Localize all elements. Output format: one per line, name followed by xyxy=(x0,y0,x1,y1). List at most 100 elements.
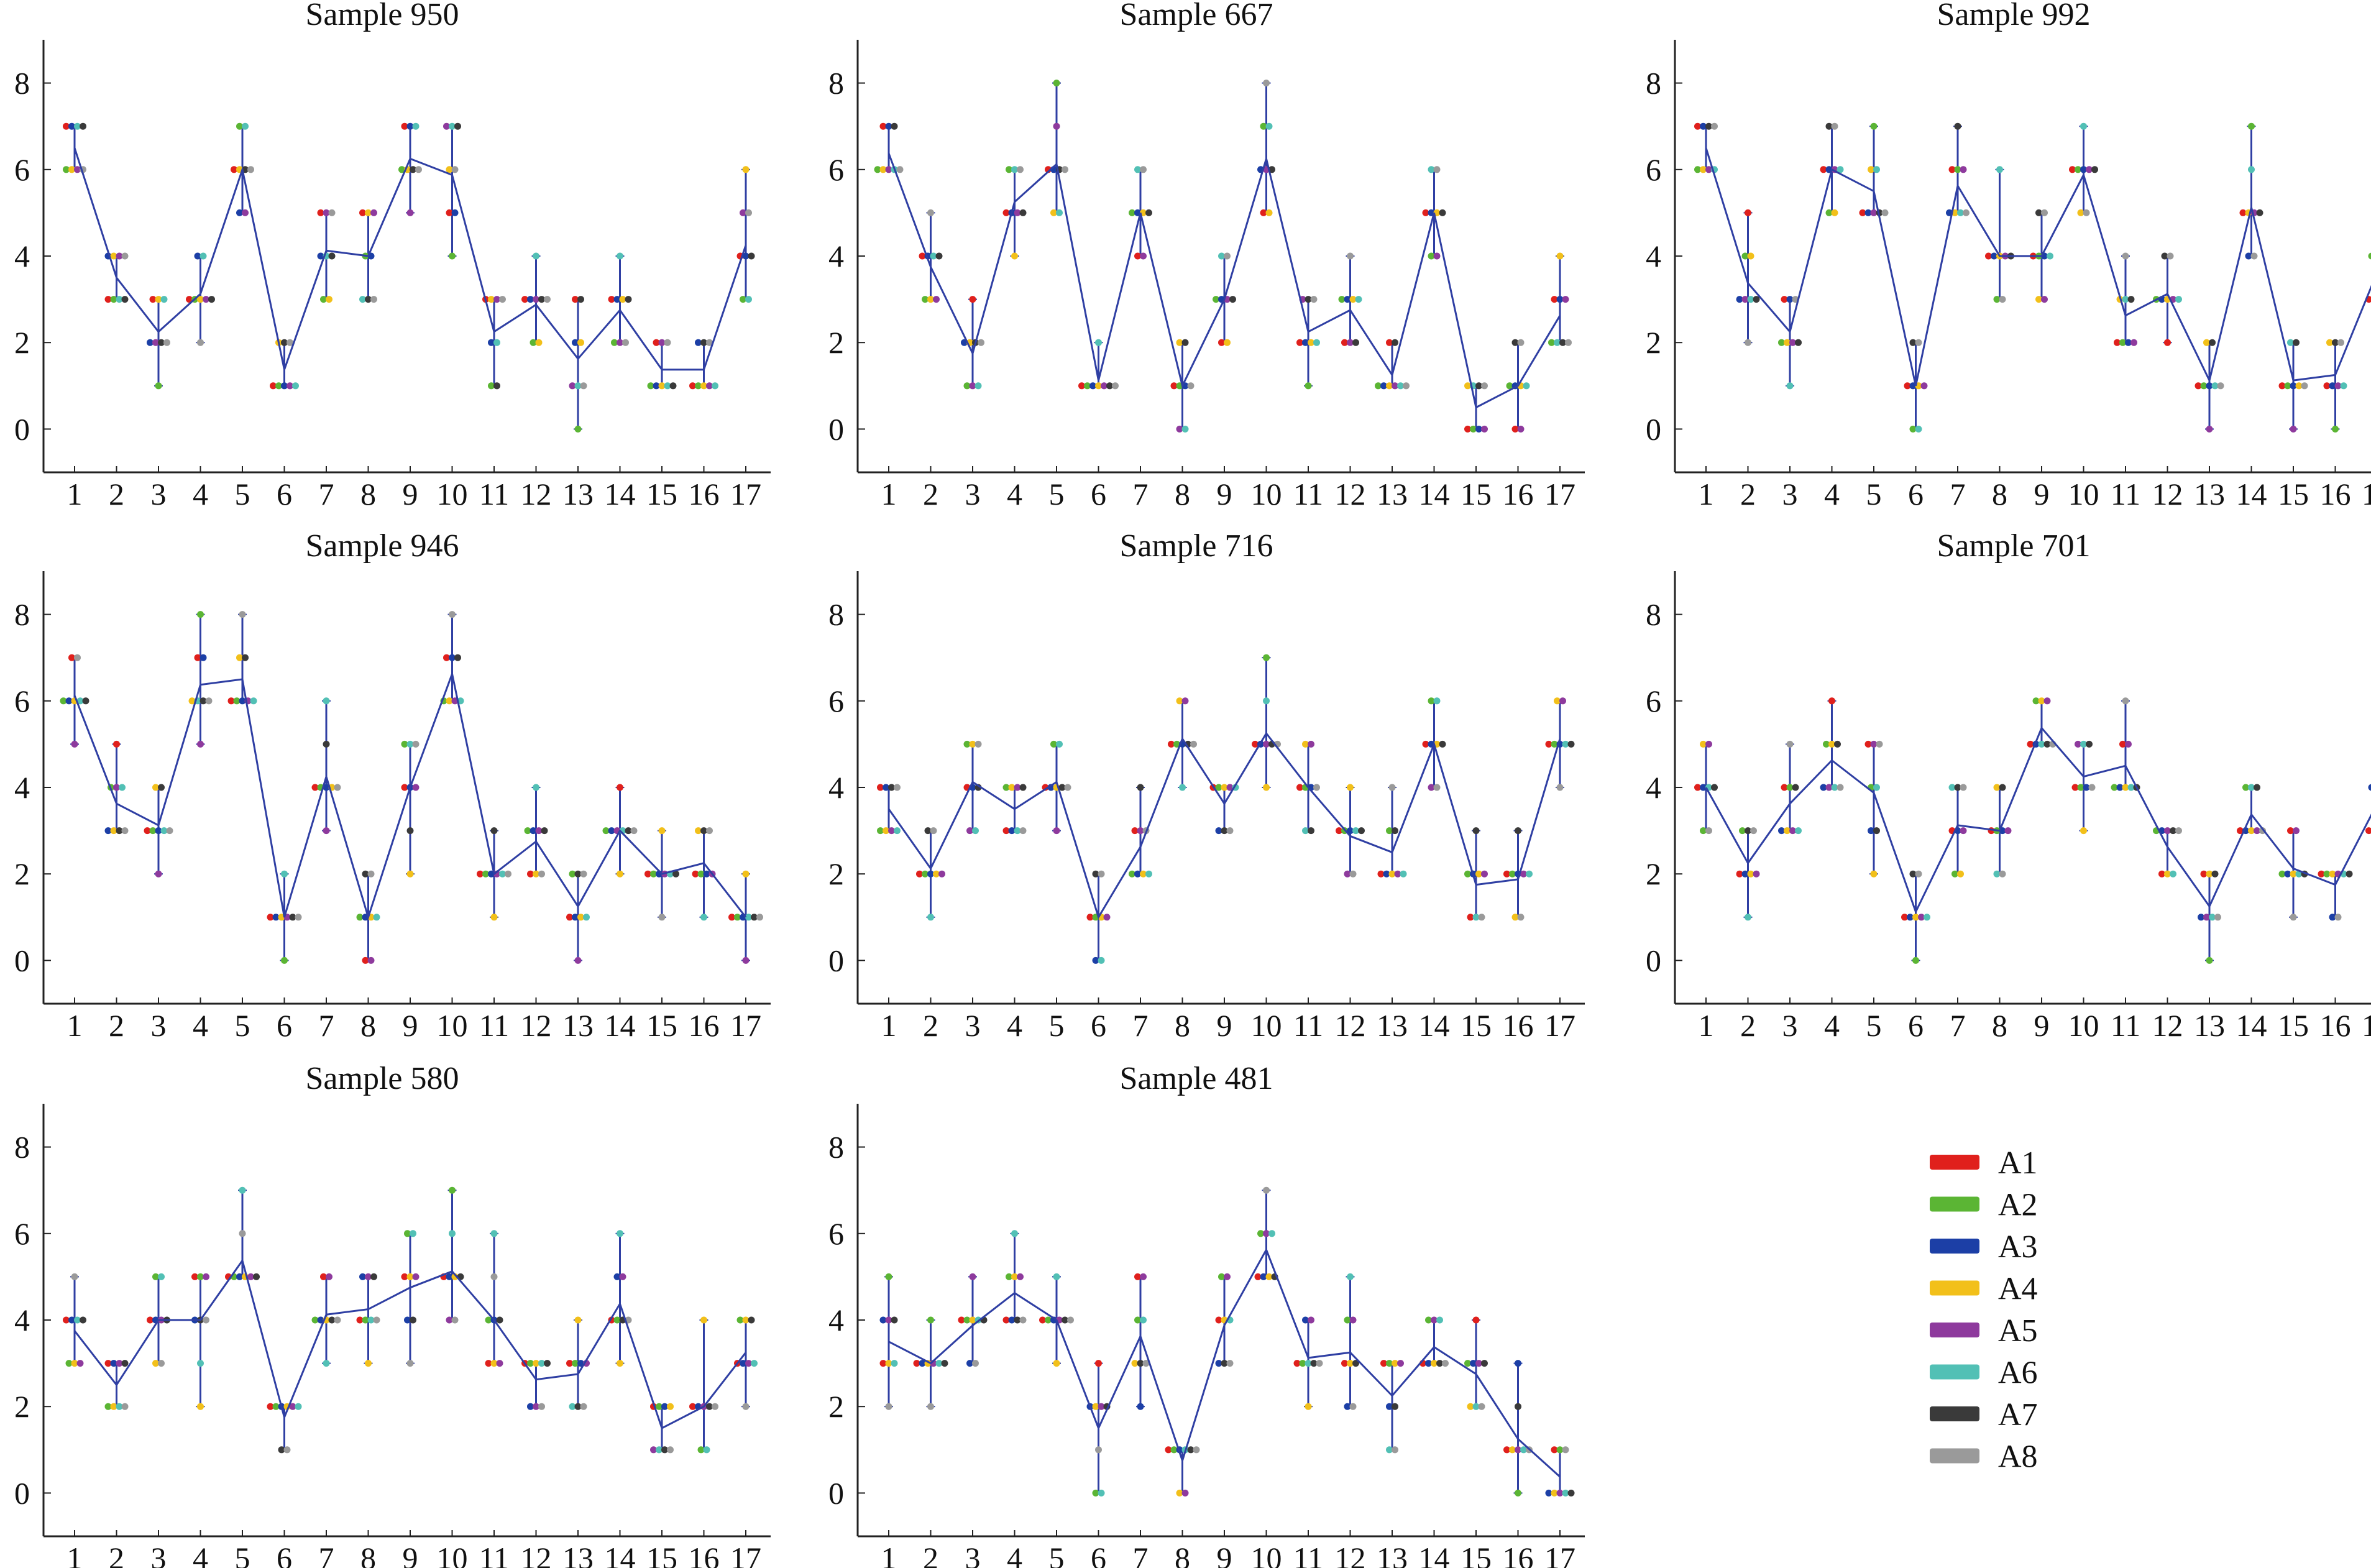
rating-dot-a2 xyxy=(527,1360,534,1367)
rating-dot-a1 xyxy=(194,654,201,661)
rating-dot-a7 xyxy=(1019,209,1027,216)
rating-dot-a7 xyxy=(1436,1360,1443,1367)
rating-dot-a1 xyxy=(692,870,699,878)
rating-dot-a4 xyxy=(2290,870,2297,878)
rating-dot-a3 xyxy=(613,296,621,303)
rating-dot-a8 xyxy=(1019,827,1027,835)
rating-dot-a1 xyxy=(572,296,579,303)
rating-dot-a1 xyxy=(521,296,528,303)
rating-dot-a7 xyxy=(2043,740,2051,748)
rating-dot-a1 xyxy=(1296,339,1303,346)
rating-dot-a4 xyxy=(1221,784,1228,791)
rating-dot-a8 xyxy=(1226,1360,1234,1367)
rating-dot-a3 xyxy=(281,382,288,390)
legend-label-a6: A6 xyxy=(1998,1355,2038,1391)
x-tick-label: 13 xyxy=(562,1008,594,1043)
rating-dot-a5 xyxy=(938,870,945,878)
y-tick-label: 4 xyxy=(14,239,30,273)
rating-dot-a3 xyxy=(740,1360,746,1367)
x-tick-label: 13 xyxy=(562,477,594,511)
rating-dot-a1 xyxy=(2119,740,2126,748)
x-tick-label: 7 xyxy=(1133,1008,1149,1043)
rating-dot-a2 xyxy=(2200,382,2208,390)
rating-dot-a8 xyxy=(1142,1360,1150,1367)
rating-dot-a3 xyxy=(1008,1316,1016,1324)
legend-label-a5: A5 xyxy=(1998,1313,2038,1349)
rating-dot-a3 xyxy=(1302,1316,1309,1324)
rating-dot-a3 xyxy=(2284,870,2291,878)
x-tick-label: 8 xyxy=(1175,1008,1190,1043)
rating-dot-a6 xyxy=(975,382,982,390)
rating-dot-a5 xyxy=(969,1273,976,1280)
rating-dot-a8 xyxy=(1349,870,1357,878)
rating-dot-a6 xyxy=(2248,166,2255,173)
rating-dot-a8 xyxy=(1433,166,1441,173)
rating-dot-a6 xyxy=(1428,166,1435,173)
x-tick-label: 2 xyxy=(923,1008,938,1043)
rating-dot-a1 xyxy=(2194,382,2202,390)
rating-dot-a6 xyxy=(1948,784,1956,791)
rating-dot-a6 xyxy=(1179,784,1186,791)
rating-dot-a5 xyxy=(574,956,582,964)
rating-dot-a4 xyxy=(155,296,162,303)
rating-dot-a2 xyxy=(1951,870,1958,878)
rating-dot-a2 xyxy=(2206,956,2213,964)
y-tick-label: 8 xyxy=(14,1130,30,1165)
rating-dot-a8 xyxy=(406,1360,414,1367)
rating-dot-a1 xyxy=(1781,784,1788,791)
mean-line xyxy=(887,153,1561,409)
rating-dot-a7 xyxy=(454,122,461,130)
rating-dot-a8 xyxy=(499,296,506,303)
rating-dot-a7 xyxy=(544,1360,551,1367)
rating-dot-a2 xyxy=(1741,252,1749,260)
rating-dot-a6 xyxy=(367,1316,375,1324)
rating-dot-a7 xyxy=(1014,1316,1021,1324)
rating-dot-a4 xyxy=(446,697,453,705)
rating-dot-a4 xyxy=(577,914,584,921)
rating-dot-a3 xyxy=(236,1273,243,1280)
rating-dot-a8 xyxy=(1711,122,1718,130)
rating-dot-a4 xyxy=(1464,382,1471,390)
rating-dot-a1 xyxy=(919,252,926,260)
rating-dot-a8 xyxy=(1478,1403,1485,1410)
rating-dot-a8 xyxy=(1517,914,1525,921)
x-tick-label: 11 xyxy=(479,1008,509,1043)
rating-dot-a7 xyxy=(82,697,89,705)
rating-dot-a6 xyxy=(745,914,752,921)
rating-dot-a8 xyxy=(247,166,254,173)
rating-dot-a1 xyxy=(1218,339,1225,346)
panel-title: Sample 716 xyxy=(1120,528,1273,564)
rating-dot-a3 xyxy=(68,1316,75,1324)
rating-dot-a1 xyxy=(969,296,976,303)
rating-dot-a8 xyxy=(2290,914,2297,921)
rating-dot-a2 xyxy=(1263,654,1270,661)
rating-dot-a1 xyxy=(1254,1273,1262,1280)
rating-dot-a6 xyxy=(2248,784,2255,791)
rating-dot-a3 xyxy=(703,870,710,878)
x-tick-label: 10 xyxy=(1251,1008,1282,1043)
rating-dot-a5 xyxy=(2004,827,2012,835)
rating-dot-a3 xyxy=(2329,382,2336,390)
rating-dot-a7 xyxy=(1019,784,1027,791)
x-tick-label: 5 xyxy=(1866,1008,1882,1043)
x-tick-label: 13 xyxy=(2194,477,2225,511)
x-tick-label: 4 xyxy=(193,477,208,511)
rating-dot-a5 xyxy=(203,1273,209,1280)
rating-dot-a2 xyxy=(2332,425,2339,433)
rating-dot-a5 xyxy=(1562,296,1569,303)
x-tick-label: 10 xyxy=(1251,1541,1282,1568)
rating-dot-a4 xyxy=(490,914,498,921)
rating-dot-a7 xyxy=(751,914,758,921)
rating-dot-a2 xyxy=(1386,1360,1393,1367)
rating-dot-a8 xyxy=(163,339,170,346)
rating-dot-a8 xyxy=(1960,784,1967,791)
x-tick-label: 12 xyxy=(521,477,552,511)
rating-dot-a3 xyxy=(1092,956,1099,964)
rating-dot-a5 xyxy=(2254,827,2260,835)
rating-dot-a7 xyxy=(2256,209,2263,216)
y-tick-label: 6 xyxy=(828,684,844,718)
rating-dot-a4 xyxy=(490,1360,498,1367)
rating-dot-a1 xyxy=(1002,1316,1010,1324)
rating-dot-a7 xyxy=(924,827,932,835)
